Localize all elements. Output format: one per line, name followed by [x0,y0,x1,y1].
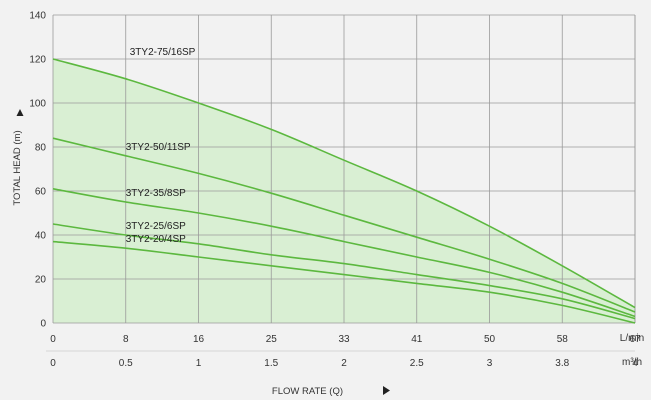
x-tick-label: 1 [196,358,202,369]
x-tick-label: 0 [50,334,56,345]
x-axis-unit-label: m³/h [622,357,642,368]
y-tick-label: 20 [35,275,47,286]
x-tick-label: 2.5 [410,358,424,369]
x-tick-label: 41 [411,334,423,345]
y-axis-title: TOTAL HEAD (m) [12,130,23,205]
y-axis-arrow-icon [16,109,24,116]
y-tick-label: 40 [35,231,47,242]
series-line [52,223,636,320]
y-tick-label: 0 [40,319,46,330]
x-tick-label: 33 [338,334,350,345]
y-tick-label: 60 [35,187,47,198]
x-axis-title-group: FLOW RATE (Q) [272,386,390,397]
x-tick-label: 3 [487,358,493,369]
series-layer [52,58,636,324]
series-line [52,58,636,309]
y-tick-label: 100 [29,99,46,110]
x-axis-unit-label: L/min [620,333,644,344]
x-tick-label: 4 [632,358,638,369]
x-tick-label: 67 [629,334,641,345]
x-tick-label: 50 [484,334,496,345]
x-tick-label: 8 [123,334,129,345]
y-axis-title-group: TOTAL HEAD (m) [12,109,24,206]
x-axis-title: FLOW RATE (Q) [272,386,343,397]
series-label: 3TY2-75/16SP [130,47,196,58]
x-tick-label: 25 [266,334,278,345]
series-label: 3TY2-50/11SP [126,142,191,153]
series-line [52,137,636,313]
x-tick-label: 1.5 [264,358,278,369]
x-axis-arrow-icon [383,386,390,395]
x-tick-label: 0.5 [119,358,133,369]
series-label: 3TY2-35/8SP [126,188,186,199]
x-tick-label: 16 [193,334,205,345]
series-line [52,188,636,318]
y-tick-label: 140 [29,11,46,22]
x-tick-label: 58 [557,334,569,345]
x-tick-label: 2 [341,358,347,369]
series-label: 3TY2-20/4SP [126,234,186,245]
series-line [52,240,636,324]
grid-layer [52,14,636,324]
x-tick-label: 3.8 [555,358,569,369]
series-label: 3TY2-25/6SP [126,221,186,232]
y-tick-label: 80 [35,143,47,154]
series-label-layer: 3TY2-75/16SP 3TY2-50/11SP 3TY2-35/8SP 3TY2-… [126,47,196,245]
x-tick-label: 0 [50,358,56,369]
y-tick-label: 120 [29,55,46,66]
